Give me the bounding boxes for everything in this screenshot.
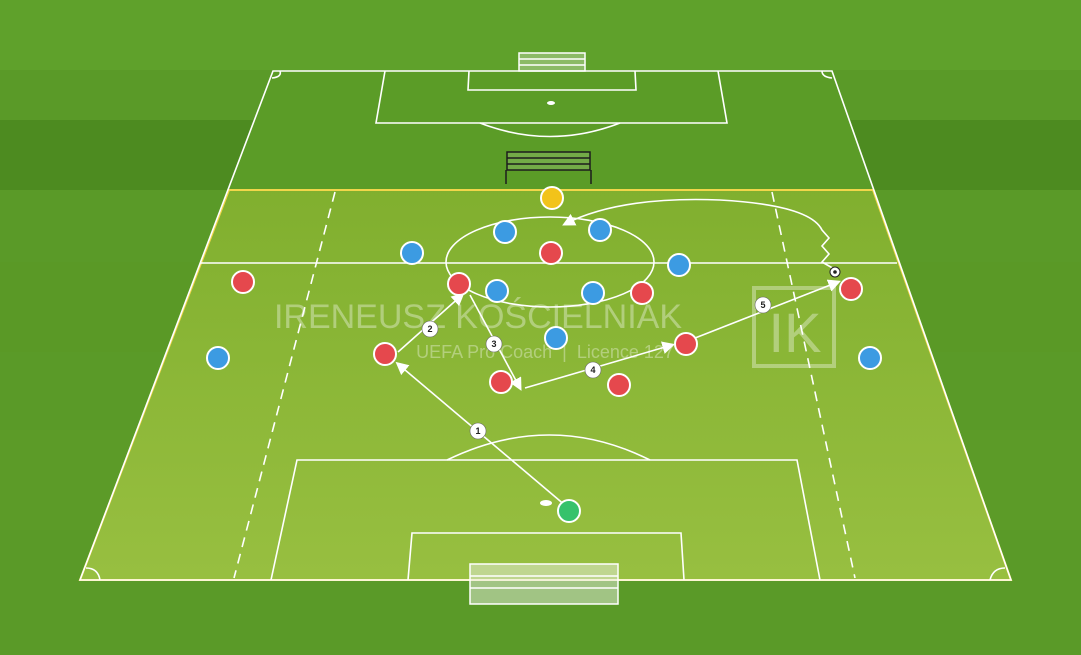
right-channel-line [771,191,856,579]
blue-player[interactable] [400,241,424,265]
red-player[interactable] [607,373,631,397]
neutral-player[interactable] [540,186,564,210]
dribble-path [562,198,837,271]
red-player[interactable] [839,277,863,301]
ball-icon[interactable] [829,266,841,278]
goalkeeper[interactable] [557,499,581,523]
red-player[interactable] [373,342,397,366]
corner-arc-bl [85,567,101,581]
watermark-name: IRENEUSZ KOŚCIELNIAK [274,297,682,336]
center-circle [445,216,655,308]
pass-marker-5 [754,296,772,314]
pass-marker-2 [421,320,439,338]
blue-player[interactable] [667,253,691,277]
red-player[interactable] [630,281,654,305]
pass-marker-3 [485,335,503,353]
red-player[interactable] [447,272,471,296]
watermark: IRENEUSZ KOŚCIELNIAK UEFA Pro Coach | Li… [274,286,836,368]
watermark-monogram: IK [769,301,822,364]
top-penalty-area [375,70,728,124]
red-player[interactable] [231,270,255,294]
corner-arc-tl [271,70,282,79]
red-player[interactable] [539,241,563,265]
pass-label-4: 4 [590,365,595,375]
goal-icon [518,52,586,72]
pass-label-5: 5 [760,300,765,310]
mini-goal-icon [505,151,592,184]
bottom-goal-area [407,532,685,581]
blue-player[interactable] [493,220,517,244]
red-player[interactable] [674,332,698,356]
bottom-penalty-spot [540,500,552,506]
top-penalty-arc [479,122,621,138]
watermark-subtitle: UEFA Pro Coach | Licence 127 [416,342,674,362]
pass-marker-4 [584,361,602,379]
blue-player[interactable] [858,346,882,370]
left-channel-line [233,191,336,579]
corner-arc-br [989,567,1006,581]
training-zone [80,190,1011,580]
pass-label-1: 1 [475,426,480,436]
top-goal-area [467,70,637,91]
blue-player[interactable] [544,326,568,350]
blue-player[interactable] [485,279,509,303]
watermark-monogram-box [752,286,836,368]
blue-player[interactable] [206,346,230,370]
goal-icon [469,563,619,605]
pass-label-3: 3 [491,339,496,349]
pitch-lines [78,70,1013,581]
touchline [78,70,1013,581]
red-player[interactable] [489,370,513,394]
corner-arc-tr [821,70,833,79]
bottom-penalty-area [270,459,821,581]
blue-player[interactable] [588,218,612,242]
pass-marker-1 [469,422,487,440]
top-penalty-spot [547,101,555,105]
bottom-penalty-arc [446,434,651,461]
pass-label-2: 2 [427,324,432,334]
blue-player[interactable] [581,281,605,305]
